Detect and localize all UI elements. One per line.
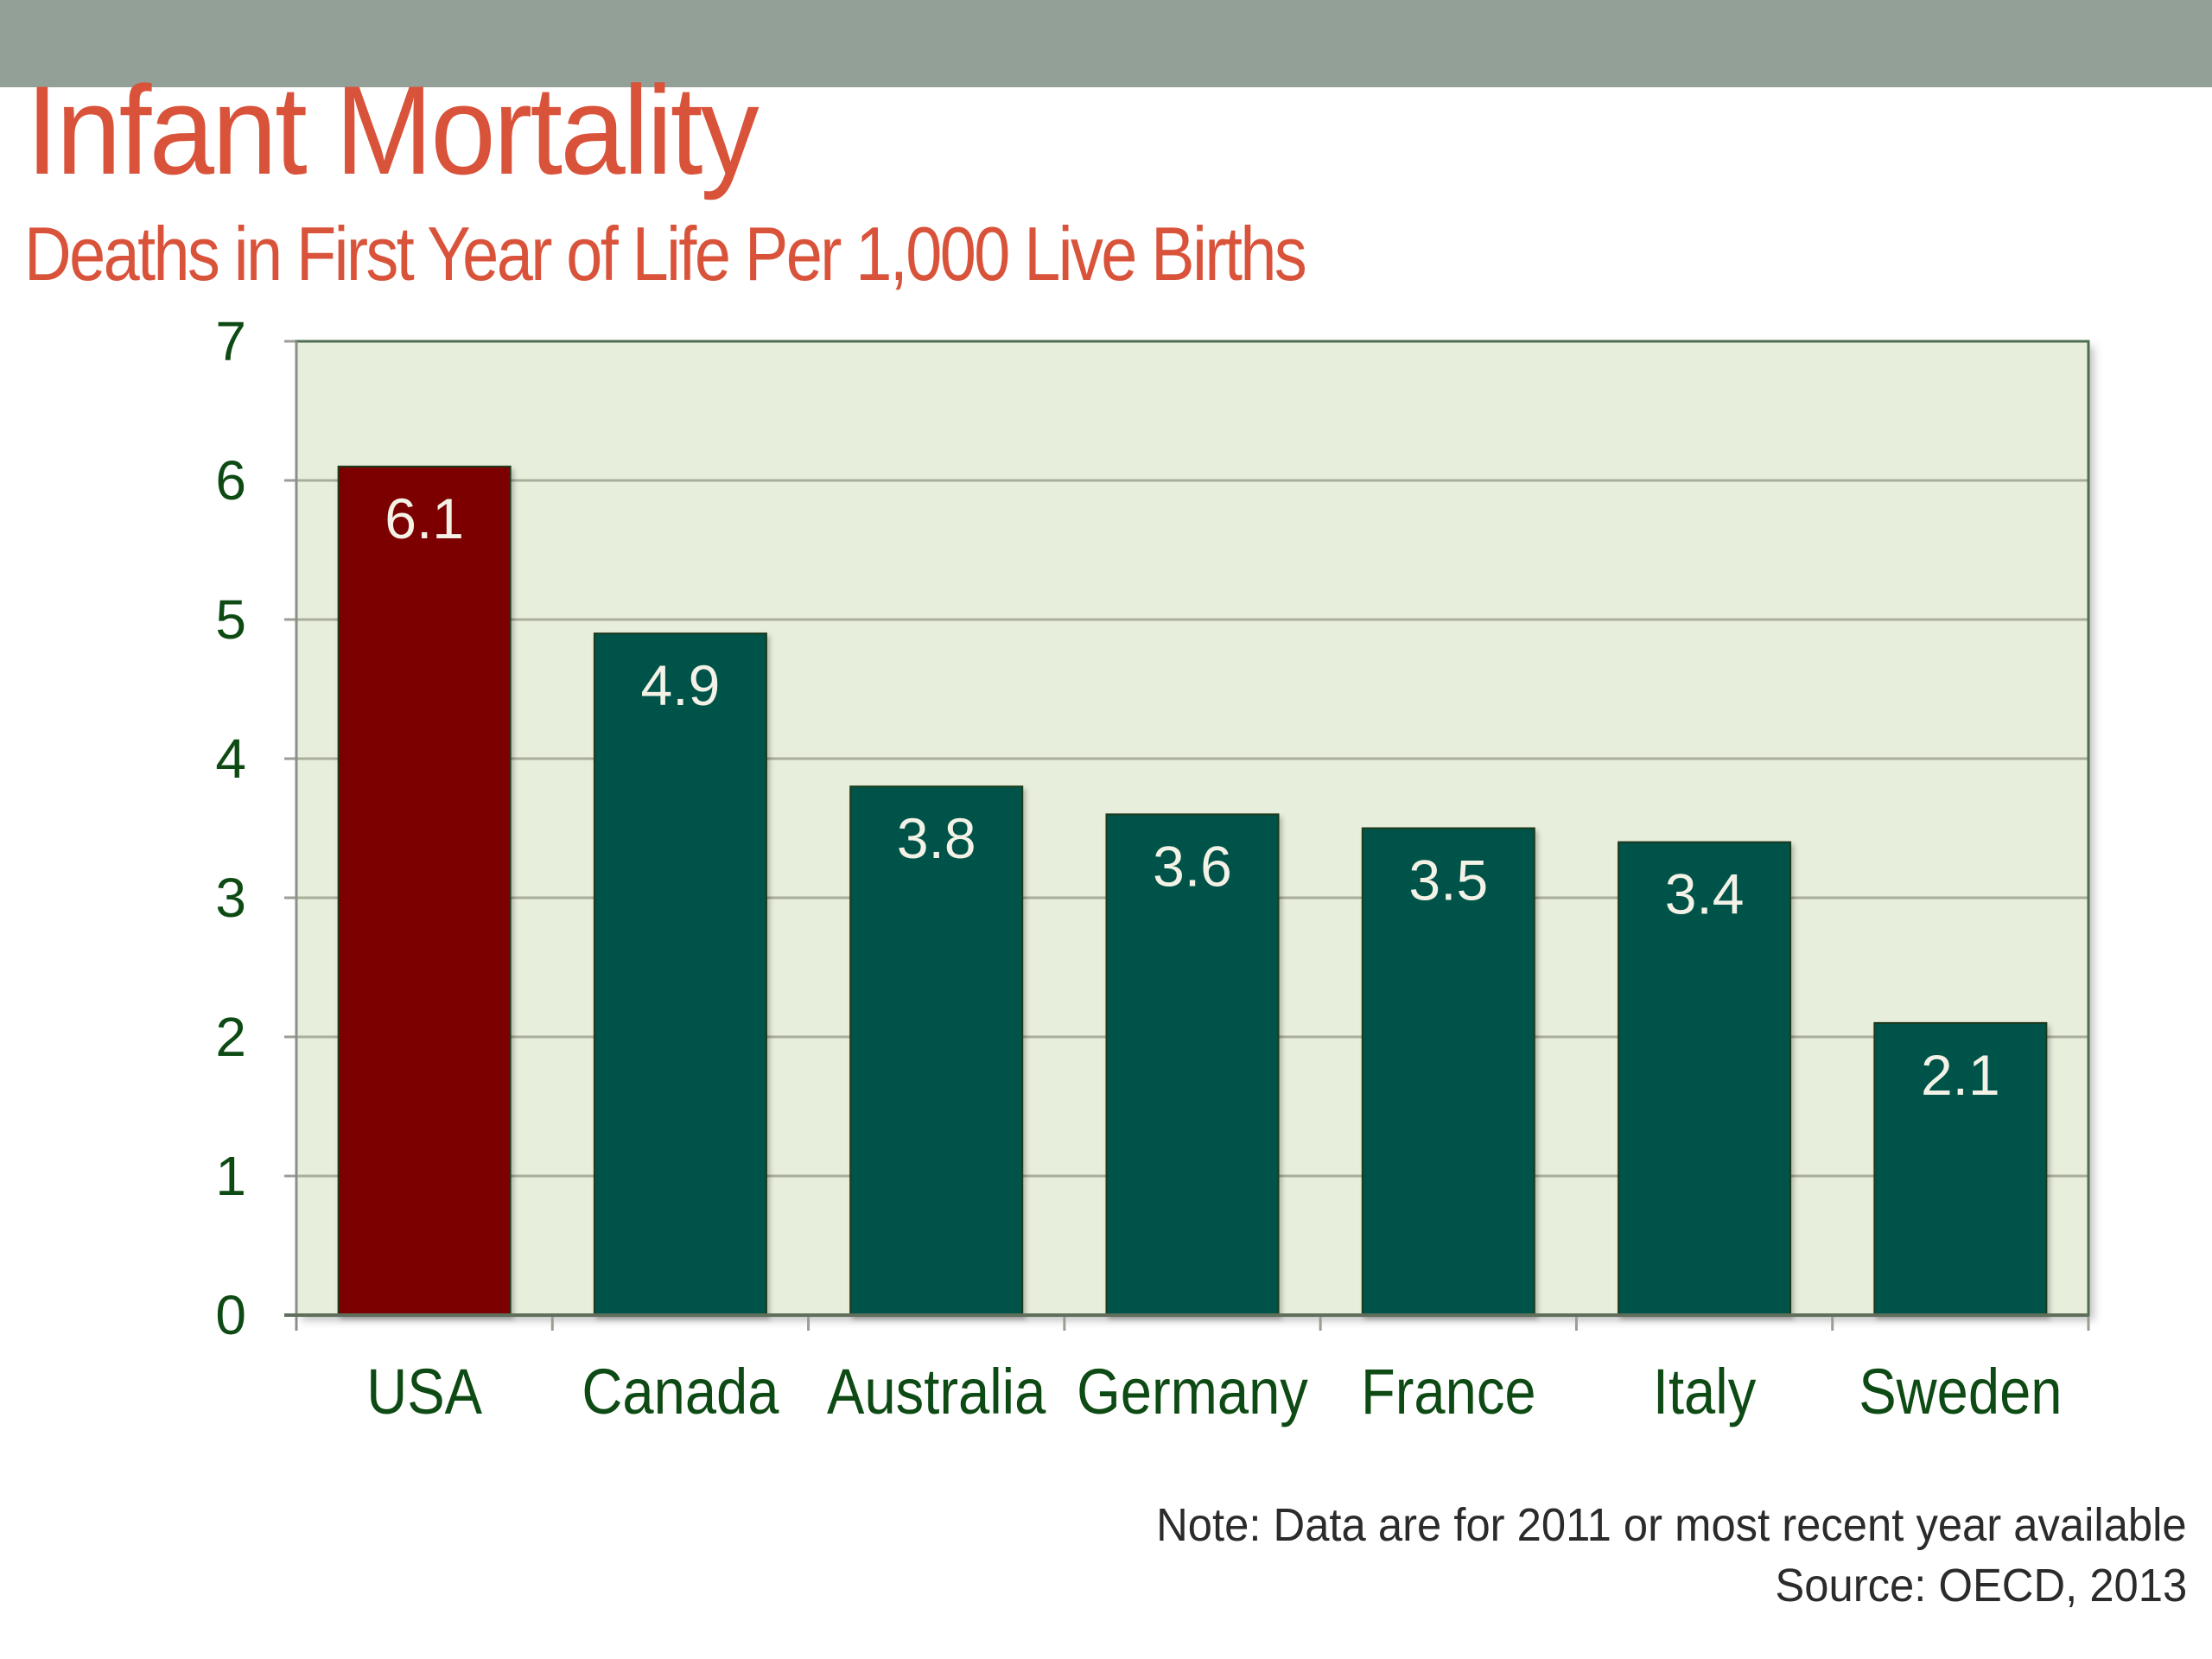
x-tick-label: Australia (827, 1356, 1046, 1427)
y-tick-label: 1 (215, 1145, 246, 1207)
chart-subtitle: Deaths in First Year of Life Per 1,000 L… (24, 211, 1307, 296)
bar-germany (1105, 813, 1280, 1316)
header-bar (0, 0, 2212, 87)
x-tick-label: Canada (582, 1356, 779, 1427)
bar-usa (337, 465, 512, 1316)
bar-value-label: 3.8 (897, 806, 976, 870)
y-tick-label: 6 (215, 449, 246, 512)
bar-sweden (1873, 1021, 2048, 1317)
bar-australia (849, 785, 1024, 1316)
y-tick-label: 0 (215, 1284, 246, 1346)
bar-value-label: 3.5 (1408, 849, 1488, 912)
bar-value-label: 3.6 (1153, 834, 1232, 898)
footnote: Note: Data are for 2011 or most recent y… (1156, 1499, 2187, 1551)
x-tick-label: Sweden (1859, 1356, 2062, 1427)
bar-value-label: 2.1 (1921, 1043, 2000, 1107)
bar-value-label: 6.1 (385, 486, 464, 550)
y-tick-label: 4 (215, 728, 246, 790)
y-tick-label: 2 (215, 1006, 246, 1068)
chart-title: Infant Mortality (26, 60, 760, 200)
y-tick-label: 5 (215, 588, 246, 651)
y-tick-label: 3 (215, 867, 246, 929)
x-tick-label: France (1361, 1356, 1536, 1427)
bar-value-label: 4.9 (641, 653, 721, 717)
bar-canada (593, 632, 767, 1316)
bar-italy (1618, 841, 1792, 1316)
bar-france (1361, 827, 1535, 1316)
x-tick-label: Germany (1077, 1356, 1308, 1427)
x-tick-label: USA (366, 1356, 482, 1427)
source-citation: Source: OECD, 2013 (1775, 1560, 2187, 1611)
y-tick-label: 7 (215, 310, 246, 372)
bar-value-label: 3.4 (1665, 862, 1745, 926)
x-tick-label: Italy (1653, 1356, 1757, 1427)
